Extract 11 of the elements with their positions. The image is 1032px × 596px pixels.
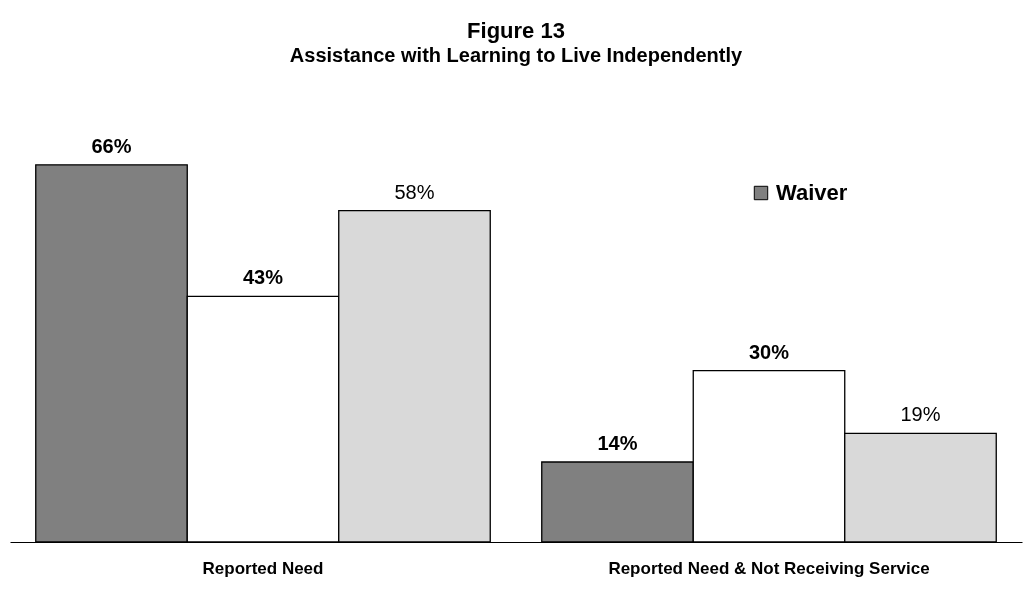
data-label: 43% — [242, 266, 284, 289]
data-label: 66% — [91, 134, 132, 157]
chart-subtitle: Assistance with Learning to Live Independently — [289, 43, 744, 66]
x-tick-label: Reported Need & Not Receiving Service — [608, 558, 930, 578]
legend-label: Waiver — [776, 180, 848, 205]
data-label: 14% — [597, 432, 638, 454]
data-label: 19% — [900, 403, 941, 426]
x-tick-label: Reported Need — [202, 558, 324, 578]
data-label: 30% — [748, 340, 790, 363]
chart-title: Figure 13 — [467, 17, 565, 43]
data-label: 58% — [394, 180, 435, 203]
